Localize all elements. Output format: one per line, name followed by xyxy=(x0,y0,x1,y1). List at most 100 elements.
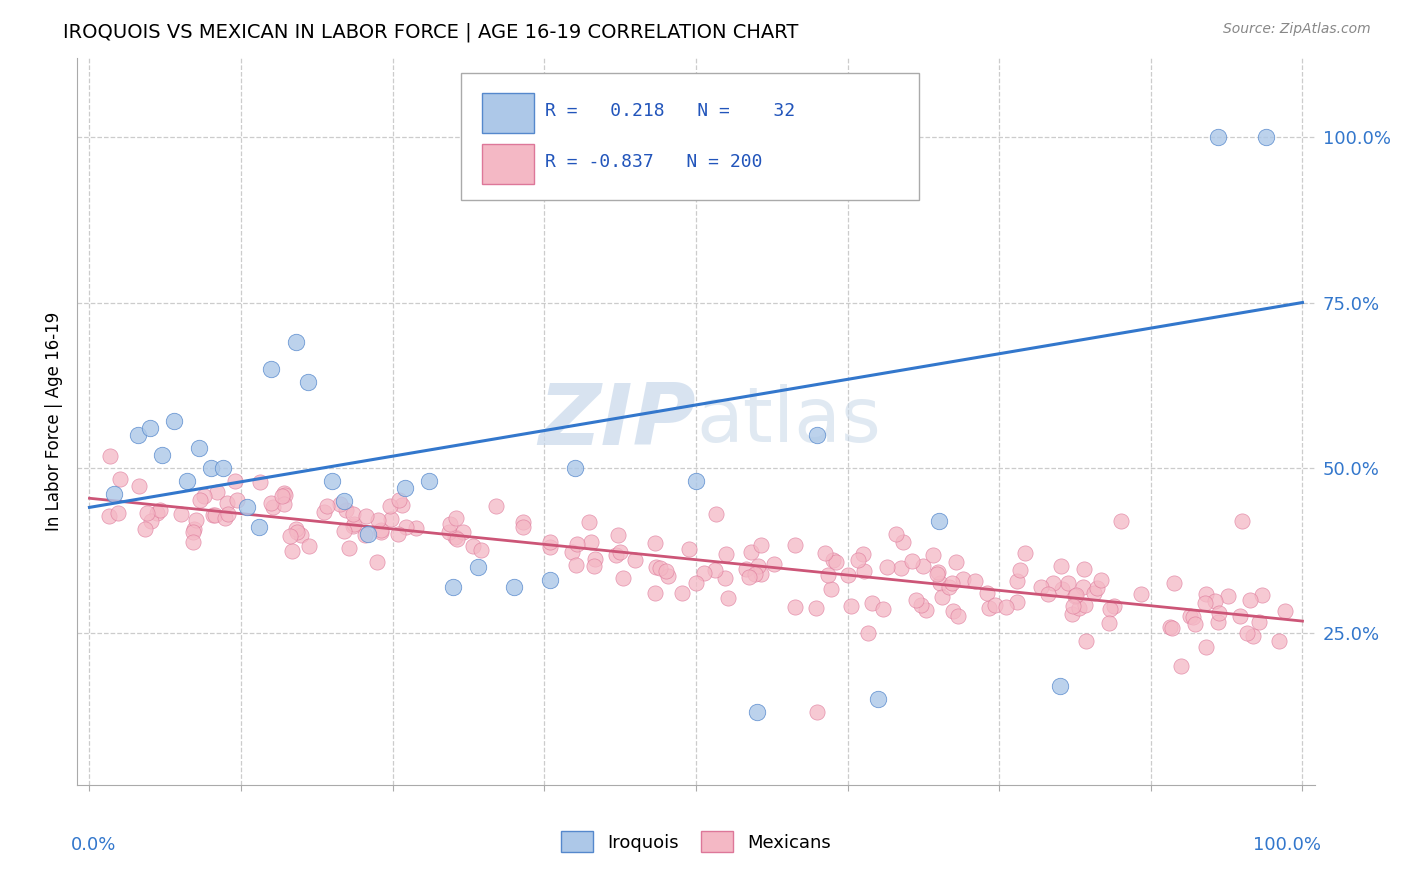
Point xyxy=(565,537,588,551)
Point xyxy=(806,705,828,719)
Point xyxy=(1064,589,1087,603)
Point xyxy=(853,564,876,578)
Point xyxy=(890,561,912,575)
Point xyxy=(928,514,950,528)
Point xyxy=(866,692,889,706)
Point xyxy=(201,508,224,522)
Text: 0.0%: 0.0% xyxy=(72,836,117,854)
Point xyxy=(1008,564,1031,578)
Point xyxy=(1239,592,1261,607)
Point xyxy=(891,534,914,549)
Point xyxy=(929,576,952,591)
Point xyxy=(387,527,409,541)
Point xyxy=(418,474,440,488)
Point xyxy=(335,503,357,517)
Point xyxy=(395,520,418,534)
Point xyxy=(441,580,464,594)
Point xyxy=(624,552,647,566)
Point xyxy=(388,493,411,508)
Point xyxy=(378,499,401,513)
Point xyxy=(693,566,716,581)
Point xyxy=(561,544,583,558)
Point xyxy=(278,529,301,543)
Point xyxy=(806,427,828,442)
Point xyxy=(512,516,534,530)
Point xyxy=(314,505,336,519)
Point xyxy=(963,574,986,588)
Point xyxy=(163,414,186,429)
Point xyxy=(1073,562,1095,576)
Point xyxy=(200,460,222,475)
Point xyxy=(297,375,319,389)
Point xyxy=(127,427,149,442)
Point xyxy=(1098,616,1121,631)
Point xyxy=(747,558,769,573)
Point xyxy=(915,603,938,617)
Point xyxy=(820,582,842,596)
Point xyxy=(380,512,402,526)
Point xyxy=(565,558,588,572)
FancyBboxPatch shape xyxy=(461,72,918,200)
Point xyxy=(169,507,191,521)
Point xyxy=(370,523,392,537)
Point xyxy=(1160,621,1182,635)
FancyBboxPatch shape xyxy=(482,144,534,184)
Point xyxy=(357,526,380,541)
Point xyxy=(249,475,271,490)
Text: R = -0.837   N = 200: R = -0.837 N = 200 xyxy=(546,153,762,171)
Point xyxy=(841,599,863,613)
Point xyxy=(1236,625,1258,640)
Point xyxy=(262,500,284,514)
Point xyxy=(609,545,631,559)
Point xyxy=(538,540,561,554)
Point xyxy=(146,507,169,521)
Point xyxy=(1163,576,1185,591)
Point xyxy=(952,572,974,586)
Point xyxy=(945,555,967,569)
Point xyxy=(740,545,762,559)
Point xyxy=(1060,607,1083,621)
Point xyxy=(503,580,526,594)
Point xyxy=(578,516,600,530)
Point xyxy=(1241,629,1264,643)
Point xyxy=(1251,588,1274,602)
Point xyxy=(931,590,953,604)
Point xyxy=(98,508,121,523)
Point xyxy=(329,497,352,511)
Point xyxy=(538,573,561,587)
Point xyxy=(1062,599,1084,613)
Point xyxy=(938,580,960,594)
Point xyxy=(1073,599,1095,613)
Point xyxy=(1195,640,1218,654)
Point xyxy=(212,460,235,475)
Point xyxy=(749,538,772,552)
Point xyxy=(817,567,839,582)
Point xyxy=(354,528,377,542)
Point xyxy=(1042,576,1064,591)
Point xyxy=(297,539,319,553)
Point xyxy=(860,595,883,609)
Point xyxy=(735,562,758,576)
Point xyxy=(337,541,360,555)
Point xyxy=(644,559,666,574)
Point xyxy=(856,626,879,640)
Point xyxy=(995,599,1018,614)
Point xyxy=(1216,590,1239,604)
Point xyxy=(260,361,283,376)
Point xyxy=(921,548,943,562)
Point xyxy=(236,500,259,515)
Point xyxy=(247,520,270,534)
Text: 100.0%: 100.0% xyxy=(1253,836,1320,854)
Point xyxy=(1254,130,1277,145)
Point xyxy=(678,541,700,556)
Point xyxy=(825,555,848,569)
Point xyxy=(644,585,666,599)
Point xyxy=(783,599,806,614)
Point xyxy=(1182,610,1205,624)
Point xyxy=(181,524,204,539)
Point xyxy=(1206,615,1229,630)
Point xyxy=(467,560,489,574)
Point xyxy=(538,535,561,549)
Point xyxy=(1049,679,1071,693)
Point xyxy=(941,575,963,590)
